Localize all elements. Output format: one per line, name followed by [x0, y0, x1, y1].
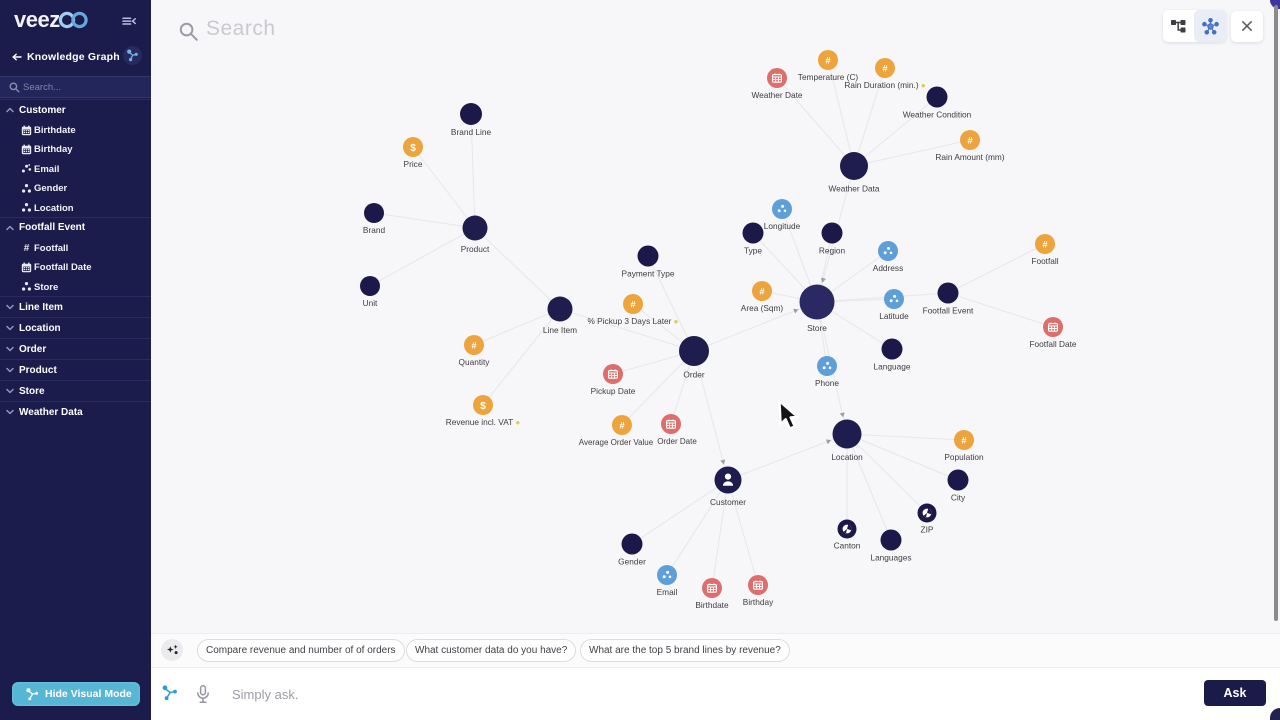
svg-text:Phone: Phone: [815, 378, 839, 388]
svg-text:Region: Region: [819, 246, 846, 256]
svg-text:Email: Email: [657, 587, 678, 597]
svg-text:Language: Language: [874, 362, 911, 372]
svg-text:#: #: [471, 340, 477, 351]
svg-text:ZIP: ZIP: [921, 525, 934, 535]
svg-text:Type: Type: [744, 246, 762, 256]
svg-text:Languages: Languages: [870, 553, 911, 563]
svg-text:Quantity: Quantity: [459, 357, 491, 367]
svg-text:veez: veez: [14, 7, 60, 31]
svg-text:Revenue incl. VAT ●: Revenue incl. VAT ●: [446, 417, 521, 427]
svg-text:Rain Amount (mm): Rain Amount (mm): [935, 152, 1004, 162]
svg-text:Birthdate: Birthdate: [695, 600, 729, 610]
svg-text:#: #: [630, 299, 636, 310]
svg-text:Gender: Gender: [618, 557, 646, 567]
svg-text:#: #: [967, 135, 973, 146]
svg-text:Pickup Date: Pickup Date: [591, 386, 636, 396]
svg-text:City: City: [951, 493, 966, 503]
svg-text:Average Order Value: Average Order Value: [579, 438, 654, 447]
svg-text:Canton: Canton: [834, 541, 861, 551]
svg-text:Weather Date: Weather Date: [751, 90, 802, 100]
svg-text:$: $: [410, 142, 416, 154]
svg-text:Rain Duration (min.) ●: Rain Duration (min.) ●: [844, 80, 925, 90]
svg-text:Customer: Customer: [710, 497, 746, 507]
svg-text:Brand Line: Brand Line: [451, 127, 492, 137]
svg-text:Weather Data: Weather Data: [828, 184, 879, 194]
svg-text:#: #: [825, 55, 831, 66]
svg-text:#: #: [759, 286, 765, 297]
svg-text:Line Item: Line Item: [543, 325, 577, 335]
svg-text:#: #: [1042, 239, 1048, 250]
svg-text:Location: Location: [831, 452, 863, 462]
svg-text:Birthday: Birthday: [743, 597, 774, 607]
svg-text:#: #: [619, 420, 625, 431]
svg-text:#: #: [24, 243, 30, 253]
svg-text:Payment Type: Payment Type: [622, 269, 675, 279]
svg-text:Longitude: Longitude: [764, 221, 801, 231]
svg-text:Area (Sqm): Area (Sqm): [741, 303, 784, 313]
svg-text:Order Date: Order Date: [657, 437, 697, 446]
svg-text:Order: Order: [683, 370, 704, 380]
svg-text:Address: Address: [873, 263, 903, 273]
svg-text:Temperature (C): Temperature (C): [798, 72, 859, 82]
svg-text:Footfall: Footfall: [1031, 256, 1058, 266]
svg-text:% Pickup 3 Days Later ●: % Pickup 3 Days Later ●: [588, 316, 679, 326]
svg-text:Store: Store: [807, 323, 827, 333]
svg-text:Weather Condition: Weather Condition: [903, 110, 972, 120]
svg-text:#: #: [961, 435, 967, 446]
svg-text:#: #: [882, 63, 888, 74]
svg-text:Footfall Event: Footfall Event: [923, 306, 974, 316]
svg-text:Brand: Brand: [363, 225, 386, 235]
svg-text:Product: Product: [461, 244, 490, 254]
svg-text:Footfall Date: Footfall Date: [1029, 339, 1076, 349]
svg-text:Population: Population: [944, 452, 984, 462]
svg-text:Price: Price: [404, 159, 423, 169]
svg-text:Latitude: Latitude: [879, 311, 909, 321]
svg-text:$: $: [480, 400, 486, 412]
svg-text:Unit: Unit: [363, 298, 378, 308]
